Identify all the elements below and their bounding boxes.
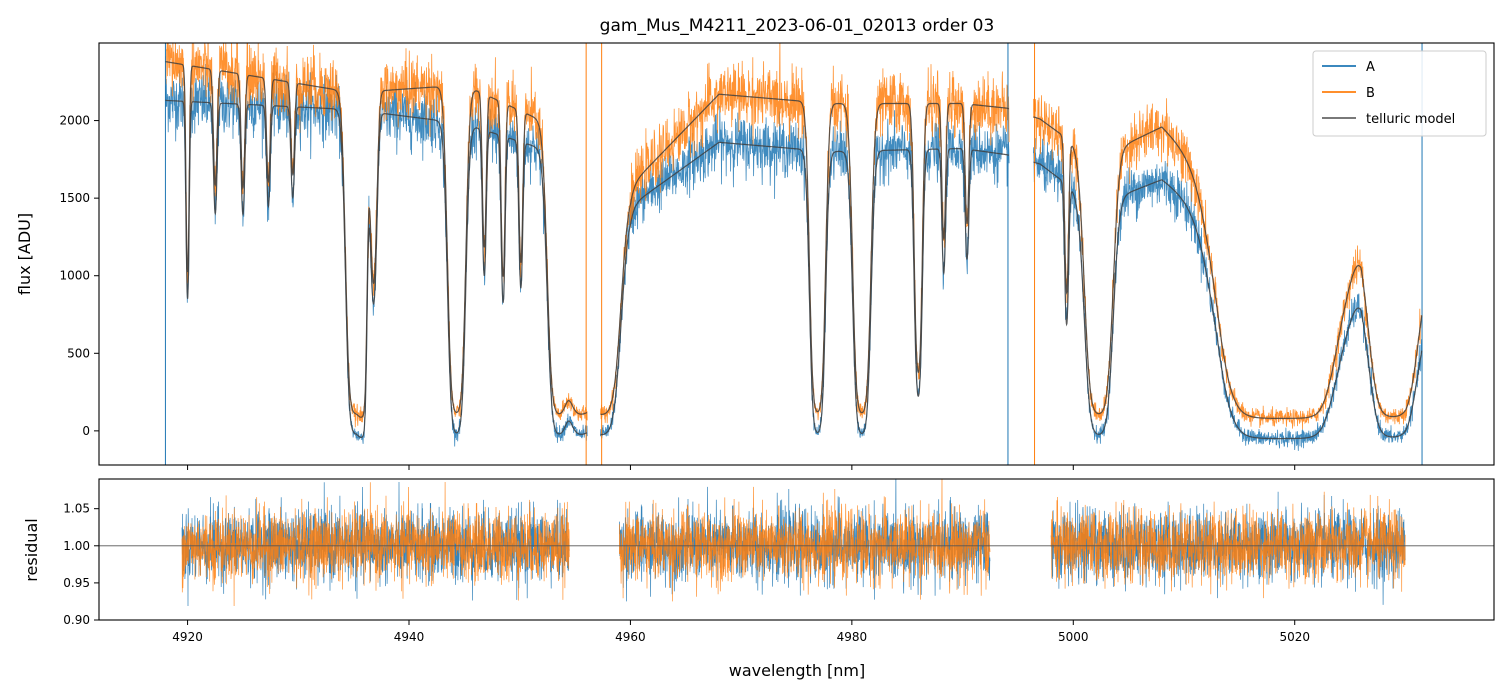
residual-y-tick-label-2: 1.00 [63, 539, 90, 553]
flux-y-ticks: 0 500 1000 1500 2000 [59, 114, 99, 438]
telluric-model-b-segment-2 [600, 93, 1010, 415]
residual-series-b [181, 479, 1406, 607]
telluric-model-a-segment-3 [1033, 161, 1423, 440]
series-b-flux-segment-2 [600, 43, 1010, 424]
flux-x-ticks [187, 465, 1296, 470]
legend: A B telluric model [1312, 50, 1487, 137]
residual-plot-area [99, 479, 1494, 607]
residual-y-tick-label-3: 1.05 [63, 502, 90, 516]
legend-label-b: B [1366, 86, 1375, 101]
residual-y-tick-label-1: 0.95 [63, 576, 90, 590]
residual-axes-frame [98, 478, 1495, 621]
residual-y-ticks: 0.90 0.95 1.00 1.05 [63, 502, 99, 627]
flux-y-axis-label: flux [ADU] [15, 213, 34, 295]
flux-axes-frame [98, 42, 1495, 466]
residual-b-segment-1 [181, 481, 570, 607]
telluric-model-b-segment-3 [1033, 116, 1423, 419]
residual-x-tick-label-5000: 5000 [1058, 630, 1089, 644]
residual-y-axis-label: residual [22, 518, 41, 581]
residual-y-tick-label-0: 0.90 [63, 613, 90, 627]
flux-panel: 0 500 1000 1500 2000 flux [ADU] A B telluric… [15, 42, 1495, 470]
series-b-flux-segment-3 [1033, 91, 1423, 430]
x-axis-label: wavelength [nm] [729, 661, 866, 680]
legend-label-telluric: telluric model [1366, 112, 1455, 127]
legend-box [1312, 50, 1487, 137]
residual-a-segment-2 [619, 479, 991, 602]
flux-plot-area [164, 43, 1423, 465]
telluric-model-a-segment-2 [600, 141, 1010, 436]
flux-y-tick-label-0: 0 [82, 424, 90, 438]
flux-y-tick-label-1500: 1500 [59, 191, 90, 205]
residual-x-tick-label-5020: 5020 [1279, 630, 1310, 644]
residual-x-tick-label-4940: 4940 [394, 630, 425, 644]
residual-panel: 0.90 0.95 1.00 1.05 4920 4940 4960 4980 5000 502… [22, 478, 1495, 680]
flux-y-tick-label-1000: 1000 [59, 269, 90, 283]
flux-y-tick-label-2000: 2000 [59, 114, 90, 128]
residual-x-ticks: 4920 4940 4960 4980 5000 5020 [172, 620, 1310, 644]
chart-title: gam_Mus_M4211_2023-06-01_02013 order 03 [600, 16, 995, 36]
flux-y-tick-label-500: 500 [67, 346, 90, 360]
telluric-model-b [165, 61, 1423, 419]
series-b-flux [165, 43, 1423, 430]
legend-label-a: A [1366, 60, 1375, 75]
telluric-model-b-segment-1 [165, 61, 588, 418]
residual-b-segment-3 [1050, 491, 1406, 599]
residual-b-segment-2 [619, 479, 991, 602]
residual-x-tick-label-4980: 4980 [837, 630, 868, 644]
residual-x-tick-label-4920: 4920 [172, 630, 203, 644]
series-a-flux-segment-3 [1033, 124, 1423, 451]
residual-x-tick-label-4960: 4960 [615, 630, 646, 644]
